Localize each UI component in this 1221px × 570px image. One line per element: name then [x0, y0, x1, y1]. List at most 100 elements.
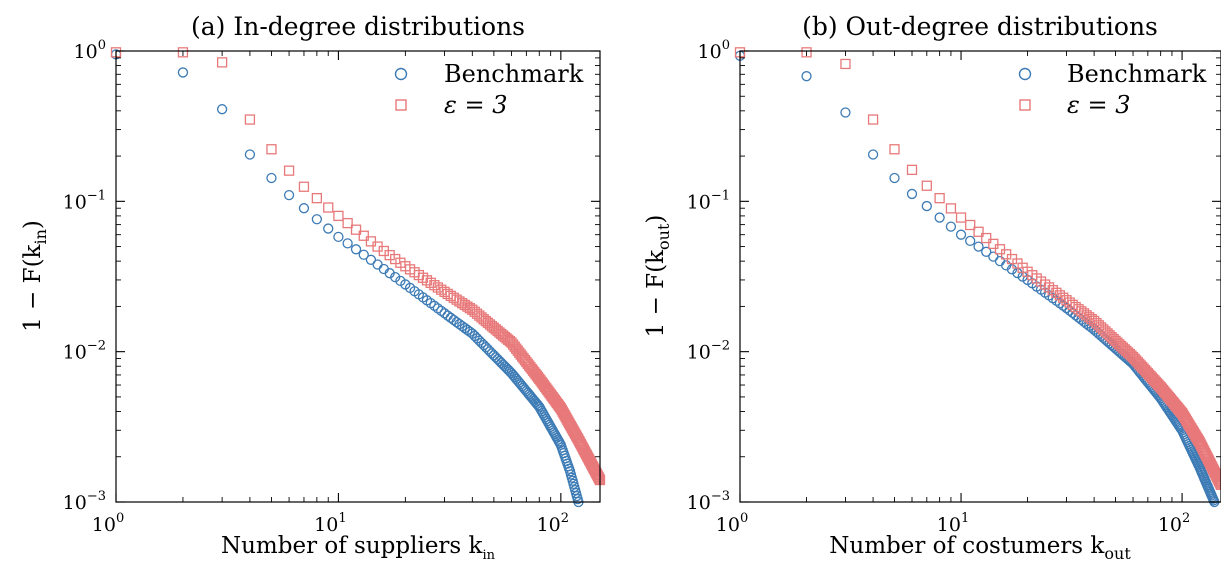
- y-tick-label: 100: [698, 38, 730, 63]
- data-point-benchmark: [994, 256, 1006, 267]
- data-point-epsilon: [365, 236, 377, 247]
- data-point-benchmark: [867, 149, 879, 160]
- legend-marker-epsilon: [395, 99, 407, 111]
- data-point-epsilon: [451, 294, 462, 305]
- panel-a-title: (a) In-degree distributions: [191, 12, 525, 41]
- data-point-epsilon: [981, 232, 992, 244]
- data-point-epsilon: [965, 219, 976, 231]
- data-point-epsilon: [390, 253, 401, 265]
- y-tick-label: 10−2: [63, 339, 106, 364]
- data-point-epsilon: [921, 180, 932, 191]
- data-point-epsilon: [1215, 479, 1221, 491]
- data-point-benchmark: [906, 188, 918, 200]
- x-tick-label: 102: [537, 511, 569, 536]
- x-tick-label: 100: [92, 511, 124, 536]
- data-point-epsilon: [448, 292, 459, 303]
- data-point-benchmark: [934, 212, 945, 223]
- data-point-epsilon: [323, 202, 334, 213]
- y-tick-label: 10−1: [63, 188, 106, 213]
- data-point-epsilon: [955, 212, 967, 223]
- legend-label-epsilon: ε = 3: [1067, 91, 1131, 119]
- data-point-epsilon: [867, 114, 879, 125]
- data-point-benchmark: [216, 104, 228, 115]
- data-point-benchmark: [945, 221, 957, 232]
- panel-a-y-axis-label: 1 − F(kin): [20, 220, 50, 332]
- data-point-epsilon: [594, 473, 605, 484]
- data-point-benchmark: [955, 229, 967, 240]
- data-point-benchmark: [456, 320, 468, 332]
- data-point-benchmark: [323, 223, 334, 234]
- data-point-epsilon: [244, 114, 256, 125]
- data-point-benchmark: [889, 172, 900, 184]
- data-point-benchmark: [432, 303, 444, 314]
- data-point-benchmark: [497, 359, 509, 370]
- y-tick-label: 100: [74, 38, 106, 63]
- panel-b-marks: [734, 47, 1221, 508]
- panel-a-legend: Benchmark ε = 3: [394, 60, 584, 119]
- data-point-epsilon: [934, 192, 945, 204]
- panel-b-frame: [739, 50, 1221, 503]
- data-point-epsilon: [840, 58, 851, 70]
- legend-label-benchmark: Benchmark: [1067, 60, 1207, 88]
- data-point-epsilon: [1212, 473, 1221, 484]
- data-point-benchmark: [298, 203, 310, 214]
- data-point-benchmark: [1054, 298, 1066, 309]
- data-point-epsilon: [1108, 333, 1119, 345]
- data-point-benchmark: [459, 322, 470, 334]
- data-point-epsilon: [906, 164, 918, 175]
- panel-a-frame: [115, 50, 601, 503]
- data-point-epsilon: [1213, 474, 1221, 485]
- data-point-epsilon: [177, 47, 189, 58]
- data-point-epsilon: [973, 226, 984, 237]
- data-point-benchmark: [283, 189, 295, 201]
- data-point-benchmark: [921, 200, 932, 212]
- data-point-benchmark: [311, 214, 323, 225]
- data-point-benchmark: [840, 107, 851, 118]
- data-point-benchmark: [1051, 295, 1062, 306]
- data-point-epsilon: [1047, 285, 1058, 296]
- data-point-benchmark: [350, 244, 362, 255]
- y-tick-label: 10−2: [687, 339, 730, 364]
- data-point-benchmark: [177, 67, 189, 78]
- data-point-benchmark: [981, 246, 992, 257]
- data-point-epsilon: [216, 57, 228, 68]
- panel-b-x-axis-label: Number of costumers kout: [829, 533, 1131, 563]
- panel-b-y-axis-label: 1 − F(kout): [643, 215, 673, 338]
- data-point-epsilon: [801, 47, 812, 58]
- data-point-epsilon: [889, 144, 900, 155]
- data-point-benchmark: [801, 71, 812, 82]
- data-point-benchmark: [372, 259, 383, 270]
- data-point-benchmark: [429, 300, 440, 311]
- data-point-benchmark: [494, 355, 505, 367]
- legend-label-benchmark: Benchmark: [444, 60, 584, 88]
- data-point-benchmark: [554, 437, 566, 449]
- data-point-benchmark: [973, 241, 984, 252]
- data-point-epsilon: [333, 210, 344, 222]
- data-point-epsilon: [342, 217, 353, 229]
- data-point-epsilon: [311, 192, 323, 204]
- data-point-benchmark: [358, 249, 369, 260]
- panel-b-title: (b) Out-degree distributions: [802, 12, 1158, 41]
- panel-b-legend: Benchmark ε = 3: [1018, 60, 1207, 119]
- y-tick-label: 10−1: [687, 188, 730, 213]
- data-point-epsilon: [988, 238, 999, 250]
- data-point-benchmark: [266, 172, 277, 184]
- panel-a-marks: [110, 47, 606, 508]
- data-point-benchmark: [531, 398, 542, 409]
- data-point-benchmark: [492, 353, 503, 365]
- data-point-epsilon: [1110, 335, 1121, 347]
- data-point-benchmark: [365, 254, 377, 265]
- data-point-benchmark: [1006, 264, 1018, 275]
- legend-marker-benchmark: [394, 67, 408, 81]
- panel-a: (a) In-degree distributions 100 101 10210−…: [20, 12, 606, 563]
- data-point-epsilon: [445, 290, 456, 302]
- data-point-benchmark: [490, 352, 501, 363]
- legend-label-epsilon: ε = 3: [444, 91, 508, 119]
- data-point-epsilon: [1214, 477, 1221, 488]
- data-point-benchmark: [333, 231, 344, 243]
- data-point-epsilon: [266, 144, 277, 155]
- data-point-benchmark: [390, 271, 401, 283]
- panel-a-x-axis-label: Number of suppliers kin: [221, 533, 496, 563]
